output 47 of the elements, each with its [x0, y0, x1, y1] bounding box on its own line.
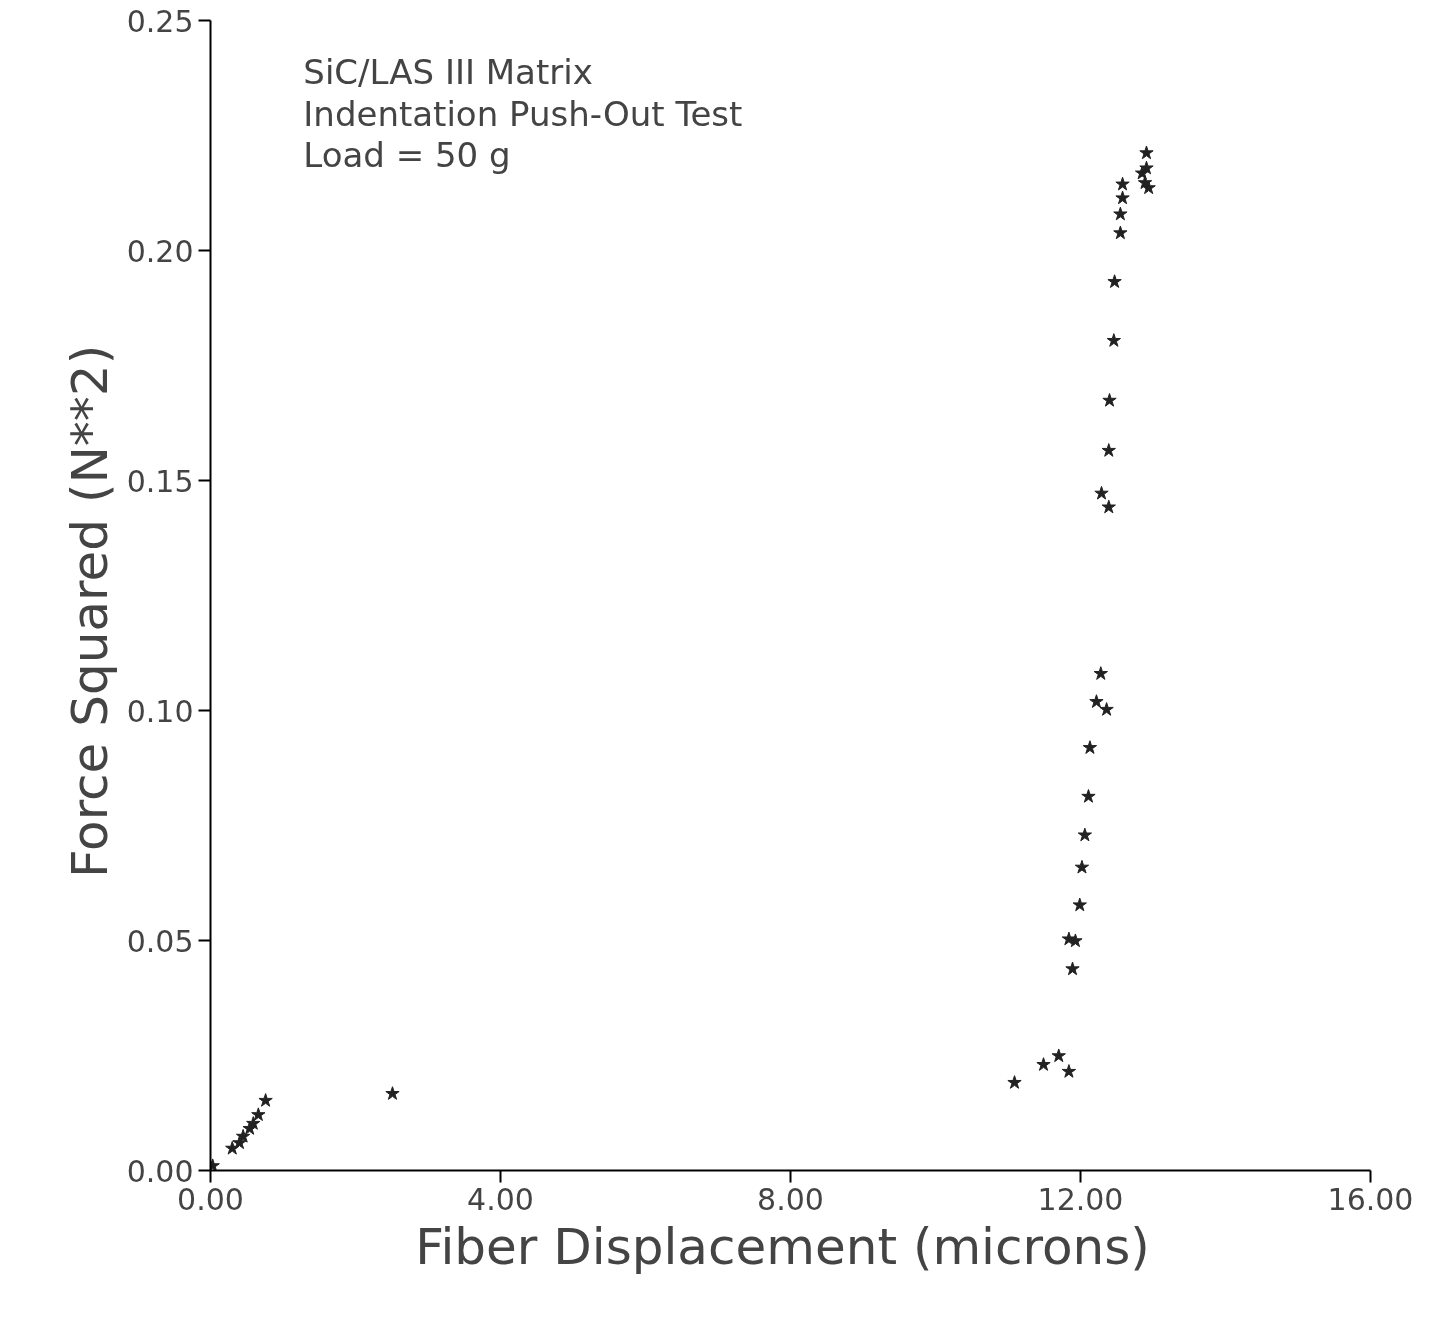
point	[1106, 333, 1122, 347]
point	[1068, 933, 1083, 948]
point	[251, 1107, 266, 1121]
point	[1051, 1048, 1066, 1063]
x-tick-label: 8.00	[757, 1181, 824, 1217]
point	[385, 1086, 400, 1100]
point	[1141, 180, 1156, 195]
point	[1094, 485, 1109, 500]
point	[1074, 859, 1090, 874]
point	[1081, 789, 1096, 803]
point	[1107, 274, 1122, 288]
x-tick-label: 16.00	[1327, 1181, 1414, 1217]
y-axis-title: Force Squared (N**2)	[60, 344, 119, 878]
point	[1113, 225, 1128, 240]
y-tick-label: 0.05	[126, 923, 194, 959]
x-axis-title: Fiber Displacement (microns)	[415, 1217, 1150, 1276]
annotation: Load = 50 g	[303, 135, 511, 176]
point	[1115, 190, 1130, 205]
point	[1065, 961, 1080, 976]
point	[1072, 897, 1087, 912]
x-tick-label: 12.00	[1037, 1181, 1124, 1217]
point	[1077, 827, 1093, 842]
point	[1139, 145, 1154, 160]
point	[1007, 1075, 1022, 1089]
point	[1101, 499, 1116, 514]
point	[246, 1116, 261, 1130]
point	[1082, 740, 1098, 754]
point	[1099, 702, 1114, 716]
point	[1036, 1057, 1051, 1071]
point	[225, 1140, 240, 1155]
annotation: SiC/LAS III Matrix	[303, 52, 593, 93]
point	[1102, 392, 1117, 407]
y-tick-label: 0.15	[126, 463, 194, 499]
point	[1089, 694, 1104, 708]
point	[1101, 443, 1116, 457]
y-tick-label: 0.10	[126, 693, 194, 729]
point	[1093, 666, 1108, 680]
y-tick-label: 0.25	[126, 3, 194, 39]
annotation: Indentation Push-Out Test	[303, 93, 743, 134]
point	[1115, 176, 1130, 191]
point	[1061, 1064, 1077, 1078]
point	[1113, 206, 1128, 221]
point	[258, 1093, 273, 1107]
point	[235, 1128, 251, 1143]
x-tick-label: 4.00	[467, 1181, 534, 1217]
point	[1134, 165, 1150, 180]
y-tick-label: 0.20	[126, 233, 194, 269]
